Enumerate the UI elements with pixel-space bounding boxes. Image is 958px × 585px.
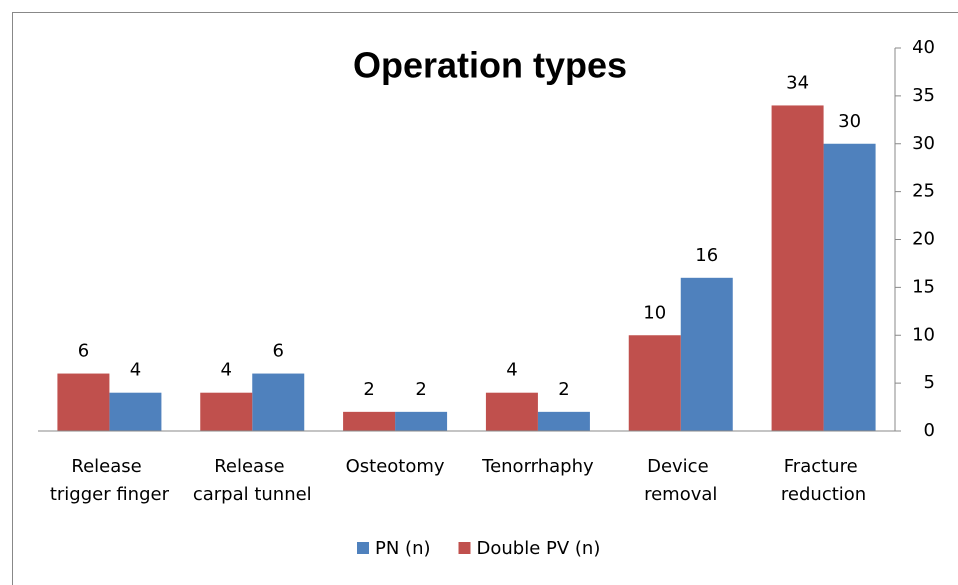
legend-label: Double PV (n) [477,538,601,559]
legend-swatch [458,542,471,554]
bar [680,277,733,431]
x-tick-label: Osteotomy [346,456,445,477]
y-tick-label: 20 [912,229,935,250]
bar [537,411,590,431]
data-label: 4 [130,360,141,381]
data-label: 2 [415,379,426,400]
x-tick-label: Release carpal tunnel [193,456,312,505]
bar [252,373,305,431]
data-label: 16 [695,245,718,266]
bar [200,392,253,431]
y-tick-label: 30 [912,133,935,154]
y-tick-label: 40 [912,37,935,58]
bar [628,335,681,431]
data-label: 2 [558,379,569,400]
legend-label: PN (n) [375,538,431,559]
bar [109,392,162,431]
bar [771,105,824,431]
x-tick-label: Device removal [644,456,717,505]
data-label: 34 [786,72,809,93]
y-tick-label: 10 [912,324,935,345]
y-tick-label: 15 [912,276,935,297]
bar [57,373,110,431]
legend-swatch [357,542,369,554]
data-label: 30 [838,111,861,132]
chart-title: Operation types [353,45,627,86]
x-tick-label: Tenorrhaphy [481,456,594,477]
bar [485,392,538,431]
data-label: 2 [363,379,374,400]
bar [395,411,448,431]
x-tick-label: Fracture reduction [781,456,866,505]
data-label: 4 [506,360,517,381]
data-label: 10 [643,302,666,323]
data-label: 4 [221,360,232,381]
y-tick-label: 0 [924,420,935,441]
y-tick-label: 25 [912,181,935,202]
bar [343,411,396,431]
y-tick-label: 5 [924,372,935,393]
x-tick-label: Release trigger finger [50,456,170,505]
data-label: 6 [78,341,89,362]
data-label: 6 [273,341,284,362]
y-tick-label: 35 [912,85,935,106]
bar [823,143,876,431]
